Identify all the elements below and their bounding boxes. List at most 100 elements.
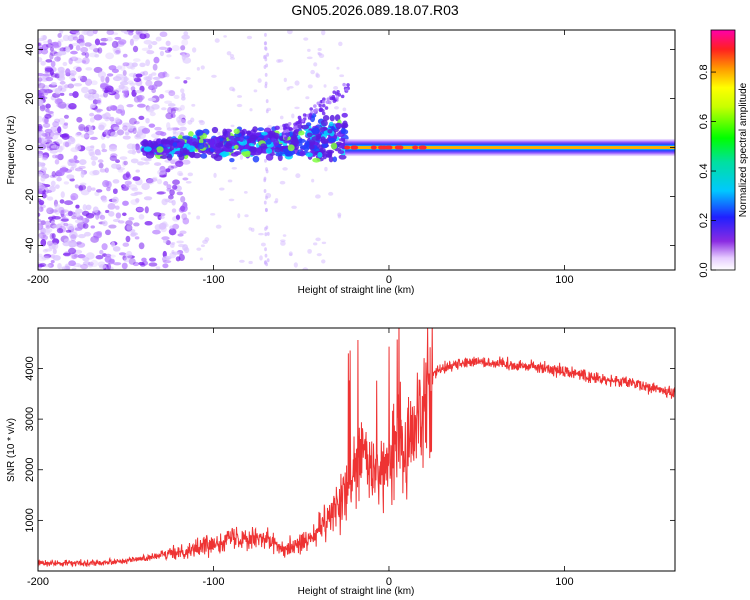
spectrogram-speckle bbox=[313, 62, 318, 67]
spectrogram-speckle bbox=[166, 127, 173, 131]
spectrogram-band-blob bbox=[192, 141, 198, 146]
spectrogram-band-blob bbox=[338, 138, 347, 142]
spectrogram-speckle bbox=[67, 210, 73, 217]
spectrogram-speckle bbox=[43, 253, 52, 259]
spectrogram-band-blob bbox=[308, 113, 313, 117]
spectrogram-speckle bbox=[146, 106, 155, 113]
spectrogram-speckle bbox=[280, 239, 286, 243]
spectrogram-speckle bbox=[80, 264, 89, 270]
spectrogram-speckle bbox=[57, 39, 64, 43]
x-tick-label: 0 bbox=[386, 576, 392, 588]
spectrogram-speckle bbox=[110, 241, 116, 248]
spectrogram-speckle bbox=[282, 167, 288, 171]
spectrogram-speckle bbox=[257, 78, 262, 83]
spectrogram-speckle bbox=[50, 82, 57, 86]
spectrogram-speckle bbox=[94, 235, 100, 241]
spectrogram-speckle bbox=[62, 252, 71, 256]
spectrogram-speckle bbox=[223, 35, 227, 38]
spectrogram-speckle bbox=[170, 107, 176, 115]
spectrogram-speckle bbox=[136, 129, 144, 137]
spectrogram-speckle bbox=[52, 215, 61, 220]
spectrogram-band-blob bbox=[311, 127, 320, 135]
spectrogram-speckle bbox=[196, 247, 202, 251]
spectrogram-speckle bbox=[187, 211, 191, 215]
spectrogram-speckle bbox=[133, 58, 141, 62]
spectrogram-speckle bbox=[68, 247, 77, 255]
spectrogram-speckle bbox=[71, 254, 78, 259]
spectrogram-speckle bbox=[38, 234, 44, 240]
spectrogram-band-blob bbox=[321, 100, 326, 104]
spectrogram-speckle bbox=[110, 131, 119, 138]
spectrogram-speckle bbox=[265, 109, 269, 114]
spectrogram-speckle bbox=[321, 241, 327, 245]
spectrogram-speckle bbox=[294, 80, 300, 86]
spectrogram-speckle bbox=[91, 187, 96, 191]
spectrogram-band-blob bbox=[335, 141, 343, 146]
spectrogram-speckle bbox=[155, 266, 161, 270]
spectrogram-speckle bbox=[156, 191, 166, 195]
spectrogram-speckle bbox=[265, 99, 269, 104]
spectrogram-band-blob bbox=[297, 138, 306, 143]
spectrogram-band-blob bbox=[330, 142, 338, 150]
spectrogram-speckle bbox=[152, 176, 158, 180]
spectrogram-speckle bbox=[70, 234, 77, 242]
spectrogram-speckle bbox=[265, 262, 269, 267]
spectrogram-speckle bbox=[145, 117, 150, 124]
spectrogram-speckle bbox=[52, 255, 61, 261]
carrier-hotspot bbox=[419, 145, 426, 150]
spectrogram-speckle bbox=[82, 204, 87, 211]
spectrogram-speckle bbox=[44, 128, 53, 134]
spectrogram-speckle bbox=[177, 170, 183, 176]
spectrogram-speckle bbox=[282, 234, 287, 237]
spectrogram-speckle bbox=[119, 81, 129, 86]
spectrogram-band-blob bbox=[285, 152, 294, 157]
spectrogram-speckle bbox=[81, 86, 89, 94]
spectrogram-speckle bbox=[126, 104, 134, 108]
spectrogram-speckle bbox=[328, 191, 334, 196]
spectrogram-speckle bbox=[260, 242, 266, 247]
spectrogram-speckle bbox=[173, 94, 180, 99]
spectrogram-speckle bbox=[172, 129, 177, 135]
spectrogram-speckle bbox=[132, 127, 137, 135]
spectrogram-speckle bbox=[51, 242, 59, 250]
spectrogram-speckle bbox=[307, 84, 313, 89]
spectrogram-speckle bbox=[185, 180, 192, 184]
y-tick-label: 2000 bbox=[24, 458, 36, 482]
spectrogram-speckle bbox=[122, 62, 130, 67]
spectrogram-speckle bbox=[49, 46, 54, 52]
spectrogram-speckle bbox=[67, 137, 76, 145]
spectrogram-speckle bbox=[78, 75, 83, 79]
spectrogram-speckle bbox=[170, 241, 176, 245]
spectrogram-speckle bbox=[99, 94, 106, 98]
x-tick-label: -100 bbox=[202, 576, 224, 588]
spectrogram-speckle bbox=[52, 224, 61, 229]
spectrogram-speckle bbox=[75, 208, 83, 214]
spectrogram-speckle bbox=[94, 191, 100, 197]
spectrogram-speckle bbox=[159, 170, 168, 178]
spectrogram-speckle bbox=[58, 70, 65, 79]
spectrogram-speckle bbox=[99, 42, 107, 46]
spectrogram-speckle bbox=[50, 144, 59, 149]
spectrogram-speckle bbox=[166, 184, 172, 190]
spectrogram-speckle bbox=[114, 117, 121, 123]
spectrogram-band-blob bbox=[156, 146, 164, 153]
spectrogram-speckle bbox=[70, 30, 80, 34]
spectrogram-speckle bbox=[229, 53, 235, 58]
spectrogram-speckle bbox=[283, 77, 287, 83]
spectrogram-band-blob bbox=[304, 140, 310, 148]
spectrogram-speckle bbox=[117, 220, 125, 224]
spectrogram-speckle bbox=[112, 188, 118, 195]
spectrogram-speckle bbox=[161, 198, 168, 206]
spectrogram-band-blob bbox=[295, 121, 299, 125]
x-tick-label: -100 bbox=[202, 274, 224, 286]
spectrogram-speckle bbox=[83, 126, 90, 133]
spectrogram-speckle bbox=[165, 73, 170, 78]
spectrogram-speckle bbox=[167, 106, 173, 114]
spectrogram-band-blob bbox=[184, 149, 190, 155]
spectrogram-speckle bbox=[159, 215, 165, 220]
spectrogram-speckle bbox=[180, 45, 186, 51]
spectrogram-speckle bbox=[80, 46, 89, 53]
spectrogram-speckle bbox=[101, 243, 108, 251]
spectrogram-speckle bbox=[152, 229, 161, 235]
spectrogram-speckle bbox=[323, 84, 327, 88]
